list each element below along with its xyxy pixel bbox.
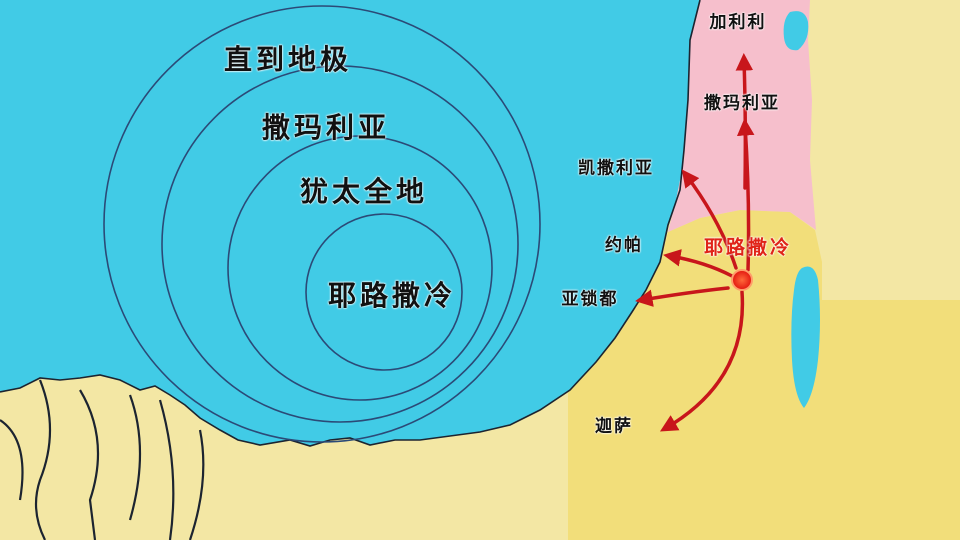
place-label-caesarea: 凯撒利亚 — [578, 158, 654, 179]
nile-delta-rivers — [0, 379, 205, 540]
place-label-galilee: 加利利 — [709, 12, 767, 33]
witness-circles — [103, 5, 541, 443]
arrow-to-caesarea — [681, 169, 738, 270]
place-label-azotus: 亚锁都 — [561, 289, 619, 310]
judea-region — [568, 210, 960, 540]
ring-label-judea: 犹太全地 — [299, 175, 429, 208]
ring-label-ends-of-earth: 直到地极 — [223, 43, 353, 76]
arrow-to-joppa — [663, 249, 734, 278]
arrow-to-samaria — [736, 118, 755, 272]
place-label-gaza: 迦萨 — [595, 416, 633, 437]
place-label-samaria: 撒玛利亚 — [704, 93, 780, 114]
city-dot-icon — [731, 269, 753, 291]
ring-label-samaria: 撒玛利亚 — [261, 111, 391, 144]
dead-sea — [791, 266, 820, 408]
sea-of-galilee — [783, 11, 809, 51]
coastline-shadow — [0, 0, 701, 447]
ring-label-jerusalem: 耶路撒冷 — [327, 279, 457, 312]
ring-samaria — [161, 65, 519, 423]
ring-ends — [103, 5, 541, 443]
arrow-to-azotus — [635, 286, 730, 307]
samaria-galilee-region — [668, 0, 816, 232]
ring-jerusalem — [305, 213, 463, 371]
arrow-to-gaza — [659, 290, 745, 432]
route-arrows — [635, 53, 755, 432]
center-city-label: 耶路撒冷 — [703, 236, 793, 259]
ring-judea — [227, 135, 493, 401]
place-label-joppa: 约帕 — [605, 235, 643, 256]
